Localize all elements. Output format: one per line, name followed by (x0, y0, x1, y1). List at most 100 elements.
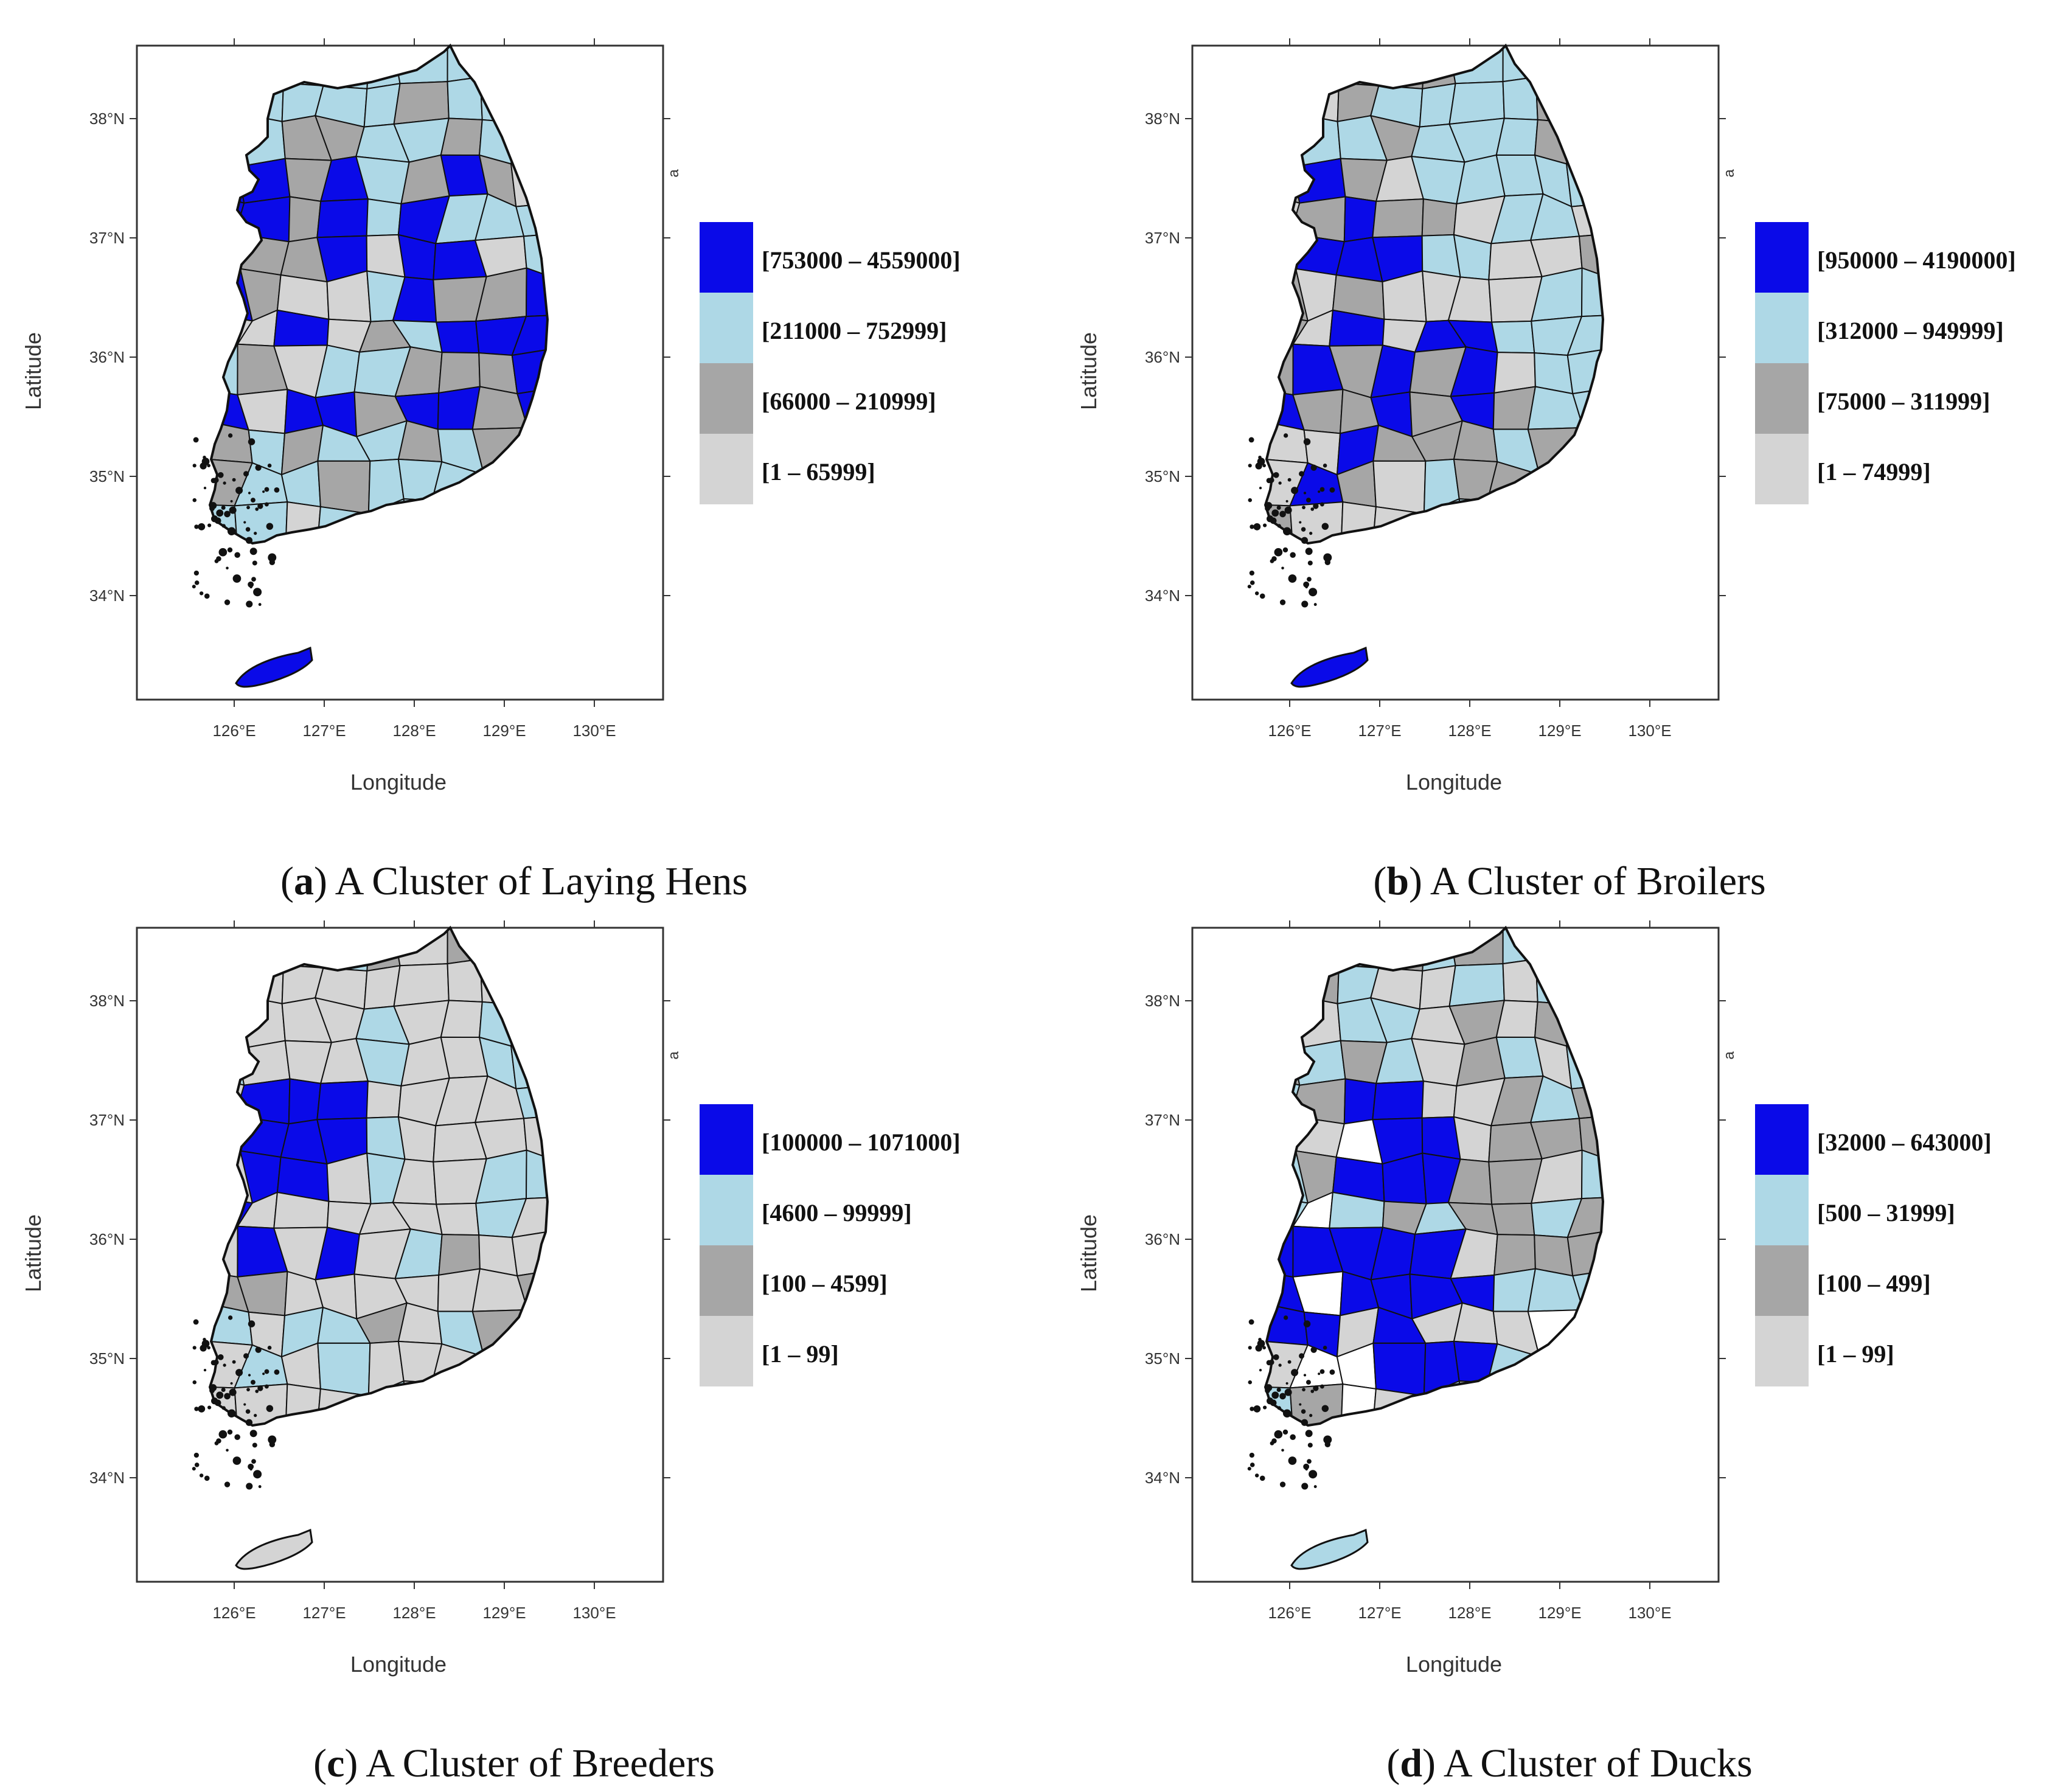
island-speck (209, 506, 215, 512)
district-region (1378, 46, 1426, 89)
coastline-outline (208, 43, 549, 545)
island-speck (1288, 574, 1297, 583)
island-speck (254, 1414, 257, 1418)
y-tick-label: 38°N (89, 110, 125, 128)
island-speck (234, 552, 240, 558)
district-region (1565, 1004, 1603, 1048)
district-region (1343, 196, 1377, 243)
island-speck (203, 487, 207, 490)
district-region (1495, 117, 1538, 156)
y-tick-label: 36°N (89, 1230, 125, 1248)
district-region (285, 501, 321, 543)
district-region (526, 267, 548, 318)
island-speck (1290, 552, 1296, 558)
district-region (515, 1084, 548, 1119)
island-speck (1267, 1397, 1274, 1405)
district-region (1571, 80, 1603, 127)
district-region (440, 117, 483, 156)
district-region (392, 928, 448, 967)
island-speck (248, 1374, 251, 1377)
district-region (210, 958, 253, 1000)
island-speck (252, 1442, 257, 1448)
legend: [100000 – 1071000] [4600 – 99999] [100 – 4… (700, 1104, 961, 1386)
island-speck (1247, 1467, 1251, 1471)
district-region (393, 963, 450, 1007)
district-region (1265, 1038, 1301, 1087)
district-region (518, 1341, 548, 1393)
island-speck (1323, 1435, 1332, 1444)
district-region (483, 459, 527, 510)
x-tick-label: 129°E (482, 722, 526, 740)
island-speck (1262, 464, 1266, 468)
island-speck (1313, 503, 1319, 509)
district-region (435, 320, 480, 354)
legend-swatch-class-4 (1755, 1316, 1809, 1386)
legend-swatch-class-1 (1755, 222, 1809, 293)
district-region (479, 958, 526, 1006)
district-region (440, 1000, 483, 1038)
island-speck (1255, 462, 1262, 470)
island-speck (227, 1429, 233, 1435)
x-tick-label: 128°E (1448, 722, 1491, 740)
district-region (1372, 198, 1424, 238)
island-speck (1262, 1405, 1267, 1410)
district-region (511, 46, 548, 91)
island-speck (1271, 509, 1279, 517)
island-speck (1278, 1363, 1282, 1367)
district-region (447, 76, 483, 120)
island-speck (251, 577, 256, 582)
district-region (1453, 1340, 1498, 1383)
island-speck (1321, 1405, 1329, 1412)
island-speck (1303, 1463, 1310, 1470)
island-speck (232, 478, 236, 482)
corner-mark: a (1721, 1051, 1737, 1060)
island-speck (251, 1459, 256, 1464)
x-axis-title: Longitude (1406, 1652, 1502, 1677)
island-speck (1273, 1354, 1279, 1360)
island-speck (255, 1346, 262, 1353)
corner-mark: a (1721, 169, 1737, 178)
island-speck (248, 581, 254, 588)
island-speck (1303, 1374, 1307, 1377)
island-speck (228, 1315, 233, 1320)
district-region (518, 426, 548, 475)
island-speck (1249, 1452, 1254, 1458)
district-region (1293, 46, 1347, 93)
island-speck (255, 464, 262, 471)
island-speck (1319, 1384, 1324, 1389)
district-region (1571, 962, 1603, 1009)
island-speck (1270, 1441, 1274, 1445)
district-region (1571, 201, 1603, 237)
panel-c: 38°N 37°N 36°N 35°N 34°N 126°E 127°E 128°E 129°E… (21, 920, 961, 1786)
y-tick-label: 35°N (1145, 467, 1180, 485)
panel-caption: (d) A Cluster of Ducks (1386, 1741, 1752, 1785)
island-speck (1265, 1388, 1270, 1394)
island-speck (214, 559, 219, 563)
island-speck (198, 1405, 206, 1413)
x-tick-label: 130°E (572, 722, 616, 740)
island-speck (1250, 580, 1255, 585)
district-region (1502, 958, 1538, 1003)
district-region (1581, 267, 1603, 318)
island-speck (229, 1388, 237, 1396)
island-speck (1250, 1463, 1255, 1467)
island-speck (1279, 599, 1286, 605)
district-region (477, 46, 526, 91)
district-region (1265, 115, 1309, 168)
district-region (210, 115, 253, 168)
island-speck (274, 1369, 280, 1375)
island-speck (248, 1320, 256, 1327)
district-region (1573, 459, 1603, 510)
island-speck (1301, 537, 1309, 544)
island-speck (1273, 472, 1279, 478)
district-region (1265, 192, 1301, 235)
district-region (403, 1380, 443, 1425)
island-speck (1299, 521, 1302, 524)
island-speck (1253, 1405, 1261, 1413)
island-speck (1262, 1346, 1266, 1350)
x-tick-label: 126°E (1268, 1604, 1311, 1622)
plot-frame (136, 44, 664, 701)
island-speck (245, 1419, 253, 1426)
island-speck (223, 1363, 226, 1367)
